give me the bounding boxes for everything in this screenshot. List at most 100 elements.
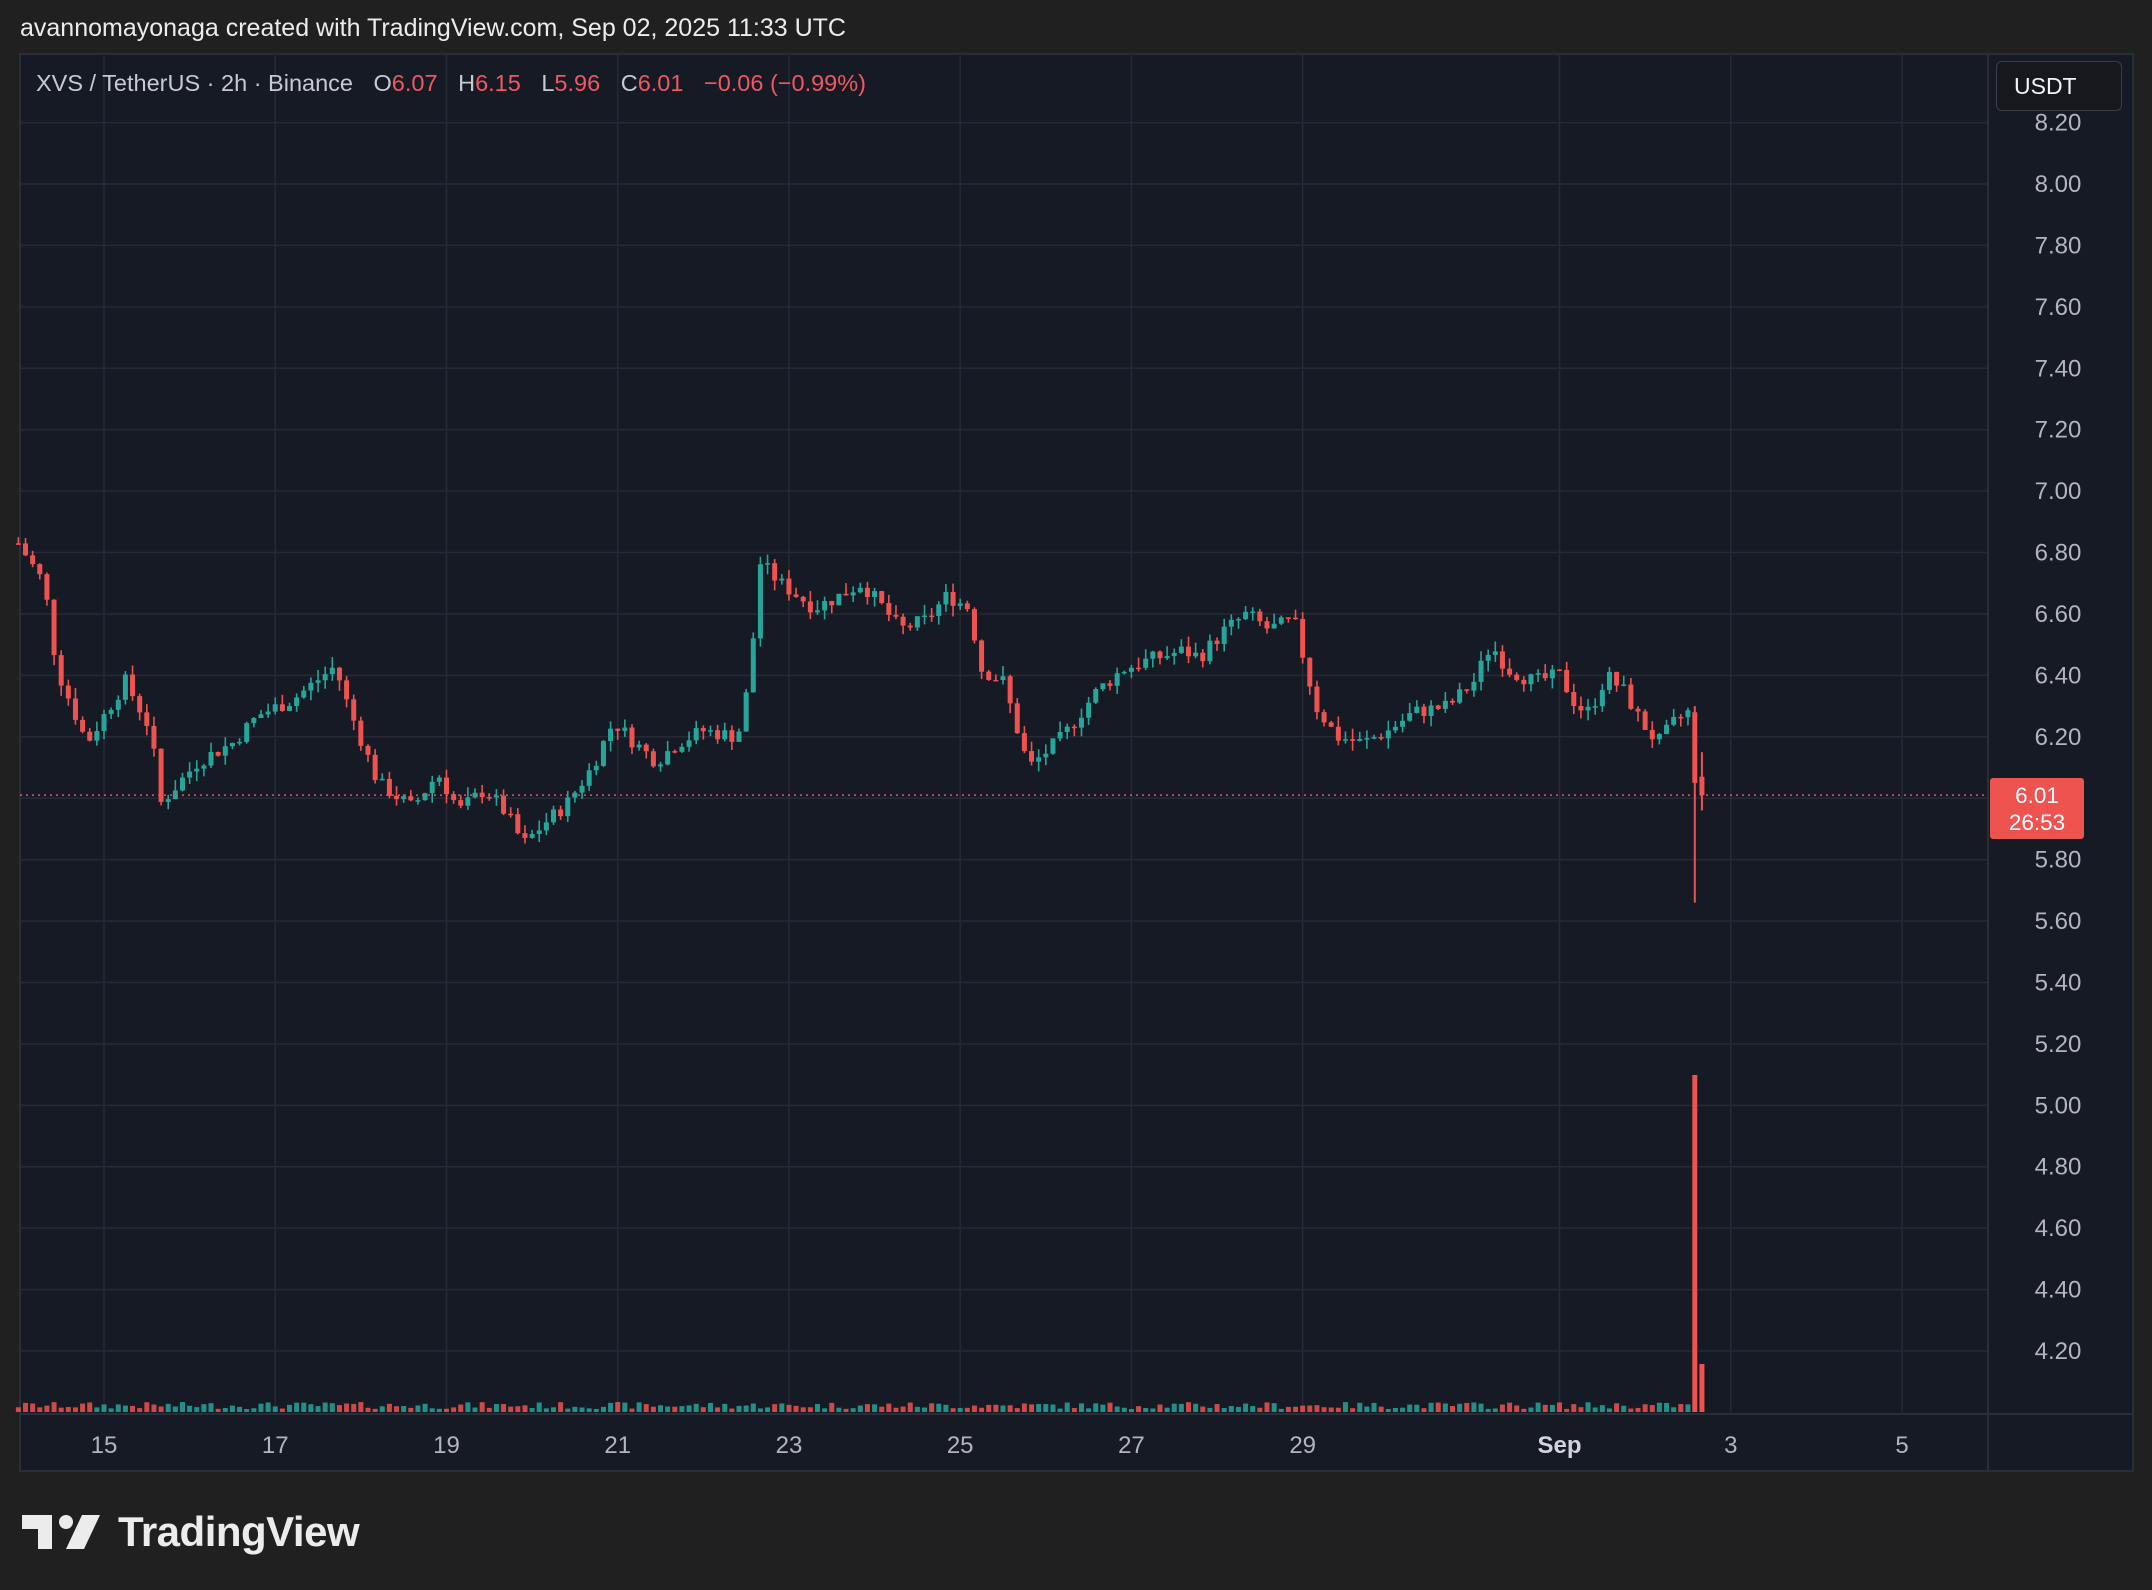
candle-body xyxy=(1485,654,1491,661)
candle-body xyxy=(501,795,507,814)
volume-bar xyxy=(1214,1404,1220,1412)
volume-bar xyxy=(358,1402,364,1412)
candle-body xyxy=(1000,676,1006,681)
price-tick-label: 5.40 xyxy=(2035,969,2082,996)
time-axis[interactable]: 15 17 19 21 23 25 27 29 Sep 3 5 xyxy=(91,1432,1909,1459)
volume-bar xyxy=(30,1403,36,1412)
time-tick-label: 17 xyxy=(262,1432,289,1459)
volume-bar xyxy=(1635,1407,1641,1412)
volume-bar xyxy=(301,1402,307,1412)
candle-body xyxy=(1021,733,1027,752)
candle-body xyxy=(943,592,949,605)
candle-body xyxy=(1243,611,1249,620)
price-axis[interactable]: 8.20 8.00 7.80 7.60 7.40 7.20 7.00 6.80 6.60 6.40… xyxy=(2035,110,2082,1365)
candle-body xyxy=(1385,730,1391,739)
candle-body xyxy=(65,685,71,699)
candle-body xyxy=(308,682,314,691)
volume-bar xyxy=(993,1404,999,1412)
bar-countdown: 26:53 xyxy=(2008,810,2066,835)
candle-body xyxy=(358,720,364,746)
volume-bar xyxy=(1243,1403,1249,1412)
volume-bar xyxy=(1278,1408,1284,1412)
candle-body xyxy=(115,699,121,710)
volume-bar xyxy=(1614,1403,1620,1412)
candle-series xyxy=(15,537,1705,903)
candle-body xyxy=(743,692,749,732)
change-value: −0.06 (−0.99%) xyxy=(703,70,866,96)
candle-body xyxy=(1442,700,1448,709)
volume-bar xyxy=(1557,1402,1563,1412)
candle-body xyxy=(1428,705,1434,716)
volume-bar xyxy=(1036,1403,1042,1412)
volume-bar xyxy=(436,1408,442,1412)
candle-body xyxy=(1207,640,1213,662)
candle-body xyxy=(558,809,564,817)
candle-body xyxy=(215,751,221,756)
volume-bar xyxy=(964,1407,970,1412)
candle-body xyxy=(258,714,264,718)
volume-bar xyxy=(715,1407,721,1412)
volume-bar xyxy=(372,1408,378,1412)
volume-bar xyxy=(1400,1407,1406,1412)
candle-body xyxy=(1214,640,1220,645)
candle-body xyxy=(1621,684,1627,686)
volume-bar xyxy=(658,1405,664,1412)
volume-bar xyxy=(336,1405,342,1412)
volume-bar xyxy=(707,1402,713,1412)
candle-body xyxy=(1086,702,1092,718)
volume-bar xyxy=(258,1403,264,1412)
candle-body xyxy=(765,563,771,565)
volume-bar xyxy=(1350,1408,1356,1412)
symbol-title[interactable]: XVS / TetherUS · 2h · Binance xyxy=(36,70,353,96)
volume-bar xyxy=(971,1405,977,1412)
candle-body xyxy=(1521,679,1527,685)
candle-body xyxy=(636,744,642,748)
volume-bar xyxy=(322,1402,328,1412)
tradingview-logo[interactable]: TradingView xyxy=(22,1502,360,1562)
volume-bar xyxy=(1200,1406,1206,1412)
candle-body xyxy=(1157,651,1163,659)
candle-body xyxy=(922,615,928,618)
candle-body xyxy=(1114,673,1120,686)
volume-bar xyxy=(914,1406,920,1412)
candle-body xyxy=(1392,726,1398,731)
volume-bar xyxy=(765,1407,771,1412)
candle-body xyxy=(814,610,820,613)
time-tick-label: 3 xyxy=(1724,1432,1737,1459)
volume-bar xyxy=(287,1404,293,1412)
volume-bar xyxy=(650,1406,656,1412)
volume-bar xyxy=(1535,1402,1541,1412)
volume-bar xyxy=(608,1402,614,1412)
volume-bar xyxy=(344,1403,350,1412)
currency-button[interactable]: USDT xyxy=(1996,61,2122,111)
candle-body xyxy=(650,751,656,767)
price-tick-label: 5.20 xyxy=(2035,1031,2082,1058)
volume-bar xyxy=(1335,1407,1341,1412)
candle-body xyxy=(1549,669,1555,679)
volume-bar xyxy=(900,1406,906,1412)
candle-body xyxy=(779,578,785,581)
price-tick-label: 4.20 xyxy=(2035,1338,2082,1365)
candle-body xyxy=(572,792,578,798)
volume-bar xyxy=(872,1404,878,1412)
candle-body xyxy=(1471,681,1477,691)
candle-body xyxy=(87,731,93,741)
candle-body xyxy=(1314,686,1320,713)
volume-bar xyxy=(586,1408,592,1412)
volume-bar xyxy=(743,1405,749,1412)
candle-body xyxy=(1193,652,1199,657)
candle-body xyxy=(294,697,300,707)
candle-body xyxy=(900,616,906,626)
volume-bar xyxy=(1150,1408,1156,1412)
candle-body xyxy=(486,797,492,799)
brand-name: TradingView xyxy=(118,1508,360,1555)
price-tick-label: 8.20 xyxy=(2035,110,2082,137)
candle-body xyxy=(658,764,664,767)
candle-body xyxy=(279,704,285,711)
candle-body xyxy=(244,723,250,742)
candle-body xyxy=(1635,708,1641,712)
low-label: L xyxy=(541,70,555,96)
low-value: 5.96 xyxy=(554,70,601,96)
volume-bar xyxy=(536,1402,542,1412)
